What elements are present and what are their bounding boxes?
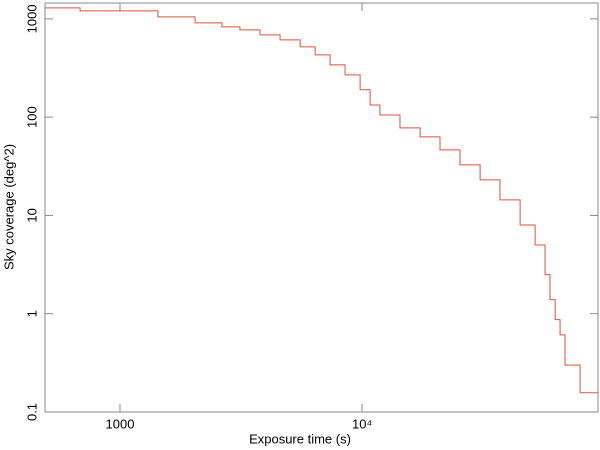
plot-frame [44,2,599,413]
x-axis-label: Exposure time (s) [249,431,351,446]
y-tick-label: 1000 [24,4,39,33]
y-tick-label: 10 [24,208,39,222]
x-tick-label: 1000 [106,416,135,431]
x-tick-label: 10⁴ [352,416,372,431]
coverage-line [45,7,598,394]
y-tick-label: 0.1 [24,403,39,421]
y-tick-label: 1 [24,310,39,317]
y-tick-label: 100 [24,106,39,128]
y-axis-label: Sky coverage (deg^2) [1,144,16,270]
